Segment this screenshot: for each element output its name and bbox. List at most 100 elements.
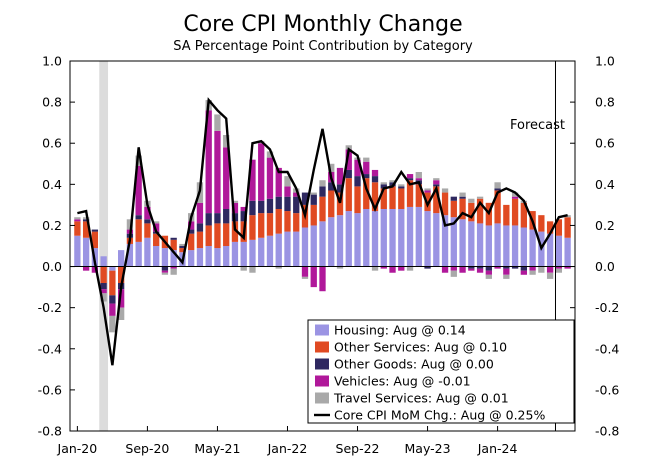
- bar-services-3: [100, 266, 107, 283]
- bar-travel-41: [433, 178, 440, 181]
- chart-title: Core CPI Monthly Change: [183, 12, 462, 37]
- bar-goods-26: [301, 192, 309, 205]
- bar-vehicles-16: [214, 130, 221, 214]
- bar-goods-47: [485, 266, 492, 271]
- x-tick-label: Jan-20: [57, 441, 98, 456]
- bar-vehicles-46: [476, 268, 484, 273]
- y-tick-right-label: 0.4: [595, 177, 615, 192]
- bar-housing-23: [275, 233, 282, 267]
- y-tick-left-label: 0.0: [42, 259, 62, 274]
- bar-goods-15: [205, 213, 212, 226]
- bar-services-17: [223, 223, 230, 246]
- legend-swatch-vehicles: [315, 375, 329, 387]
- axis-ticks: -0.8 -0.8 -0.6 -0.6 -0.4 -0.4 -0.2 -0.2 0.0 0.0 0.…: [38, 54, 620, 457]
- bar-services-34: [371, 182, 379, 212]
- bar-goods-21: [258, 200, 265, 214]
- bar-services-31: [345, 178, 352, 212]
- bar-travel-30: [336, 266, 344, 269]
- bar-vehicles-31: [345, 149, 352, 170]
- legend-label-travel: Travel Services: Aug @ 0.01: [333, 391, 509, 406]
- bar-housing-55: [555, 235, 563, 267]
- bar-housing-27: [310, 225, 317, 267]
- bar-goods-2: [91, 229, 99, 232]
- bar-services-24: [284, 211, 291, 232]
- bar-vehicles-36: [389, 266, 396, 273]
- bar-travel-27: [310, 192, 317, 195]
- bar-services-28: [319, 196, 326, 222]
- bar-goods-11: [170, 237, 177, 240]
- bar-services-36: [389, 186, 396, 209]
- bar-services-49: [503, 204, 510, 226]
- bar-goods-7: [135, 215, 142, 220]
- bar-goods-14: [196, 223, 204, 232]
- bar-services-20: [249, 215, 256, 240]
- bar-housing-17: [223, 246, 230, 267]
- bar-housing-7: [135, 241, 142, 267]
- legend-swatch-travel: [315, 392, 329, 404]
- bar-vehicles-33: [363, 161, 370, 175]
- bar-vehicles-50: [511, 196, 519, 199]
- bar-services-8: [144, 223, 151, 238]
- bar-vehicles-13: [188, 221, 195, 230]
- bar-housing-38: [406, 206, 414, 267]
- bar-housing-44: [459, 219, 466, 267]
- bar-travel-16: [214, 114, 221, 131]
- y-tick-right-label: 0.0: [595, 259, 615, 274]
- bar-goods-20: [249, 200, 256, 216]
- bar-services-43: [450, 200, 457, 218]
- y-tick-left-label: 0.6: [42, 136, 62, 151]
- bar-goods-29: [328, 182, 335, 191]
- bar-vehicles-19: [240, 206, 247, 212]
- bar-travel-3: [100, 293, 107, 302]
- bar-services-29: [328, 190, 335, 218]
- bar-vehicles-11: [170, 266, 177, 269]
- bar-travel-44: [459, 192, 466, 197]
- bar-housing-36: [389, 209, 396, 267]
- y-tick-left-label: 0.2: [42, 218, 62, 233]
- legend-label-vehicles: Vehicles: Aug @ -0.01: [334, 374, 471, 389]
- bar-travel-43: [450, 270, 457, 277]
- bar-services-25: [293, 213, 300, 232]
- bar-travel-42: [441, 188, 449, 193]
- bar-goods-24: [284, 196, 291, 212]
- bar-vehicles-44: [459, 266, 466, 273]
- bar-services-54: [546, 221, 554, 234]
- bar-goods-3: [100, 283, 107, 290]
- bar-goods-34: [371, 176, 379, 183]
- bar-housing-22: [266, 235, 274, 267]
- bar-housing-11: [170, 250, 177, 267]
- bar-vehicles-34: [371, 169, 379, 177]
- bar-services-11: [170, 239, 177, 251]
- bar-travel-20: [249, 266, 256, 273]
- bar-vehicles-40: [424, 190, 431, 193]
- bar-goods-48: [494, 188, 501, 191]
- chart-subtitle: SA Percentage Point Contribution by Cate…: [173, 39, 473, 54]
- bar-travel-37: [398, 184, 405, 187]
- bar-goods-27: [310, 194, 317, 205]
- bar-services-46: [476, 198, 484, 224]
- bar-housing-24: [284, 231, 291, 267]
- bar-goods-30: [336, 184, 344, 193]
- bar-travel-0: [74, 217, 81, 220]
- bar-vehicles-1: [82, 266, 90, 271]
- bar-goods-41: [433, 184, 440, 187]
- legend-box: [307, 319, 575, 424]
- bar-vehicles-26: [301, 266, 309, 277]
- bar-housing-31: [345, 211, 352, 267]
- legend-label-housing: Housing: Aug @ 0.14: [334, 323, 466, 338]
- bar-goods-49: [503, 266, 510, 269]
- bar-housing-0: [74, 235, 81, 267]
- bar-travel-12: [179, 243, 186, 246]
- bar-travel-11: [170, 268, 177, 275]
- bar-travel-9: [153, 221, 160, 224]
- bar-housing-10: [161, 248, 169, 267]
- y-tick-left-label: -0.8: [38, 424, 62, 439]
- bar-housing-33: [363, 209, 370, 267]
- bar-services-13: [188, 233, 195, 251]
- bar-vehicles-17: [223, 147, 230, 209]
- bar-housing-47: [485, 225, 492, 267]
- bar-housing-51: [520, 227, 527, 267]
- bar-services-56: [564, 217, 571, 238]
- forecast-annotation: Forecast: [510, 118, 565, 133]
